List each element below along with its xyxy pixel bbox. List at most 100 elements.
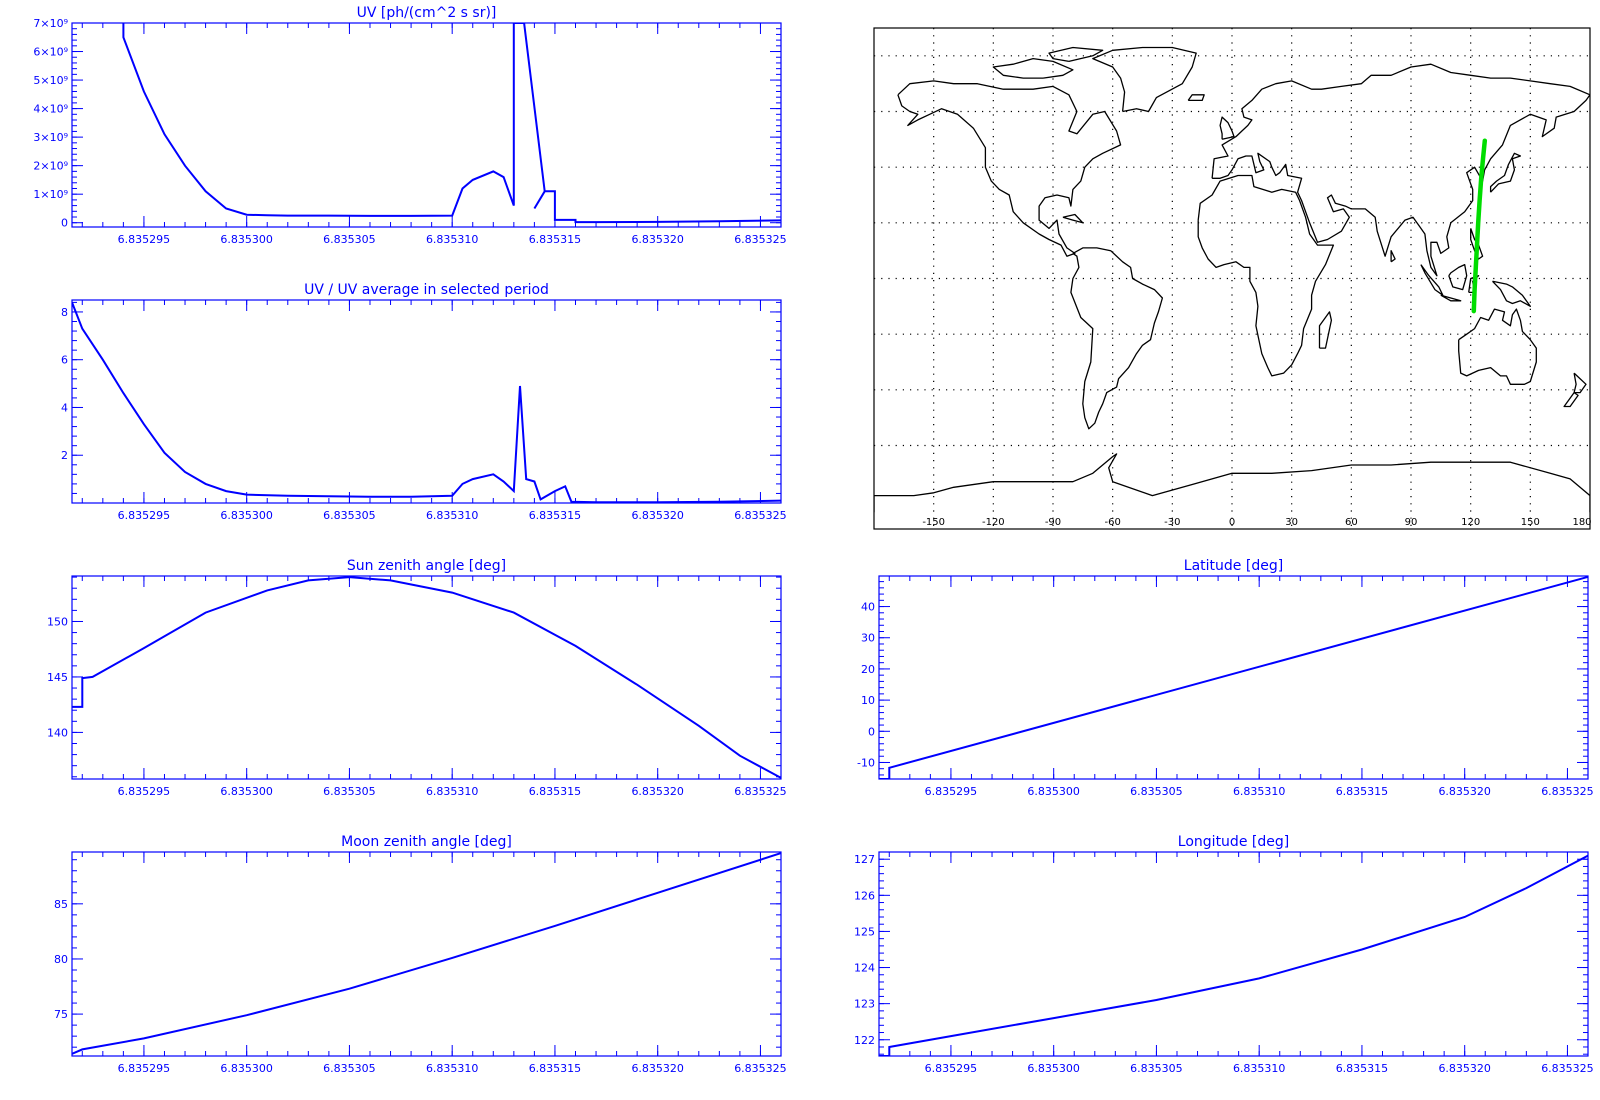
y-tick-label: 145 (47, 671, 68, 684)
x-tick-label: 6.835295 (925, 1062, 978, 1075)
coastline (1489, 152, 1522, 193)
coastline (897, 80, 1122, 257)
coastline (1197, 174, 1335, 377)
x-tick-label: 6.835310 (1233, 1062, 1286, 1075)
x-tick-label: 6.835320 (631, 509, 684, 522)
y-tick-label: 0 (868, 725, 875, 738)
y-tick-label: 125 (854, 925, 875, 938)
x-tick-label: 6.835315 (1336, 785, 1389, 798)
coastline (1048, 46, 1104, 63)
x-tick-label: 6.835325 (734, 233, 787, 246)
y-tick-label: 150 (47, 615, 68, 628)
map-lon-label: -60 (1104, 517, 1120, 528)
x-tick-label: 6.835295 (925, 785, 978, 798)
lon-chart: 6.835295 6.835300 6.835305 6.835310 6.835315… (854, 834, 1594, 1075)
y-tick-label: 126 (854, 889, 875, 902)
x-tick-label: 6.835305 (323, 233, 376, 246)
map-lon-label: 180 (1572, 517, 1591, 528)
x-tick-label: 6.835295 (118, 1062, 171, 1075)
x-tick-label: 6.835325 (734, 785, 787, 798)
coastline (1070, 247, 1164, 430)
x-tick-label: 6.835325 (1541, 1062, 1594, 1075)
uvratio-chart: 6.835295 6.835300 6.835305 6.835310 6.835315… (61, 282, 787, 522)
x-tick-label: 6.835320 (631, 785, 684, 798)
x-tick-label: 6.835300 (220, 785, 273, 798)
y-tick-label: 40 (861, 601, 875, 614)
sza-title: Sun zenith angle [deg] (347, 558, 506, 574)
coastline (1187, 94, 1205, 102)
sza-series-line (72, 576, 781, 779)
y-tick-label: 20 (861, 663, 875, 676)
y-tick-label: 75 (54, 1008, 68, 1021)
map-lon-label: -150 (922, 517, 945, 528)
x-tick-label: 6.835300 (220, 509, 273, 522)
y-tick-label: 4 (61, 401, 68, 414)
x-tick-label: 6.835300 (220, 233, 273, 246)
x-tick-label: 6.835320 (631, 1062, 684, 1075)
x-tick-label: 6.835305 (1130, 785, 1183, 798)
x-tick-label: 6.835310 (426, 509, 479, 522)
lat-title: Latitude [deg] (1184, 558, 1283, 574)
x-tick-label: 6.835320 (631, 233, 684, 246)
moon-chart: 6.835295 6.835300 6.835305 6.835310 6.835315… (54, 834, 787, 1075)
x-tick-label: 6.835295 (118, 509, 171, 522)
y-tick-label: 6 (61, 354, 68, 367)
y-tick-label: 2 (61, 449, 68, 462)
y-tick-label: 6×10⁹ (33, 46, 68, 59)
sza-chart: 6.835295 6.835300 6.835305 6.835310 6.835315… (47, 558, 787, 798)
lon-series-line (879, 854, 1588, 1056)
map-lon-label: -30 (1164, 517, 1180, 528)
uv-title: UV [ph/(cm^2 s sr)] (357, 5, 497, 21)
x-tick-label: 6.835320 (1438, 785, 1491, 798)
x-tick-label: 6.835295 (118, 785, 171, 798)
y-tick-label: 4×10⁹ (33, 103, 68, 116)
coastline (1092, 46, 1197, 113)
lat-frame (878, 575, 1589, 780)
x-tick-label: 6.835315 (1336, 1062, 1389, 1075)
lon-title: Longitude [deg] (1178, 834, 1289, 850)
coastline (1318, 311, 1333, 349)
satellite-track (1471, 138, 1488, 314)
moon-frame (71, 851, 782, 1057)
x-tick-label: 6.835295 (118, 233, 171, 246)
map-lon-label: -120 (982, 517, 1005, 528)
map-lon-label: 60 (1345, 517, 1358, 528)
y-tick-label: 122 (854, 1034, 875, 1047)
y-tick-label: 7×10⁹ (33, 17, 68, 30)
coastline (1440, 294, 1462, 302)
x-tick-label: 6.835300 (220, 1062, 273, 1075)
coastline (1492, 280, 1531, 307)
y-tick-label: 85 (54, 898, 68, 911)
map-lon-label: -90 (1045, 517, 1061, 528)
uvratio-frame (71, 299, 782, 504)
uvratio-series-line (72, 302, 781, 503)
uv-chart: 6.835295 6.835300 6.835305 6.835310 6.835315… (33, 5, 786, 246)
x-tick-label: 6.835300 (1027, 1062, 1080, 1075)
lat-chart: 6.835295 6.835300 6.835305 6.835310 6.835315… (857, 558, 1594, 798)
y-tick-label: 8 (61, 306, 68, 319)
map-lon-label: 0 (1229, 517, 1235, 528)
y-tick-label: 0 (61, 217, 68, 230)
moon-series-line (72, 852, 781, 1055)
x-tick-label: 6.835315 (529, 785, 582, 798)
map-chart: -150 -120 -90 -60 -30 0 30 60 90 120 150 180 (873, 27, 1592, 530)
x-tick-label: 6.835310 (426, 1062, 479, 1075)
map-lon-label: 30 (1285, 517, 1298, 528)
y-tick-label: 127 (854, 853, 875, 866)
y-tick-label: -10 (857, 756, 875, 769)
y-tick-label: 123 (854, 998, 875, 1011)
coastline (1390, 250, 1396, 263)
x-tick-label: 6.835310 (426, 233, 479, 246)
y-tick-label: 30 (861, 632, 875, 645)
y-tick-label: 140 (47, 726, 68, 739)
x-tick-label: 6.835315 (529, 1062, 582, 1075)
map-lon-label: 120 (1461, 517, 1480, 528)
map-lon-label: 90 (1405, 517, 1418, 528)
coastline (1062, 213, 1084, 224)
y-tick-label: 10 (861, 694, 875, 707)
map-content (874, 28, 1590, 529)
y-tick-label: 2×10⁹ (33, 160, 68, 173)
x-tick-label: 6.835305 (323, 785, 376, 798)
coastline (1563, 392, 1579, 408)
